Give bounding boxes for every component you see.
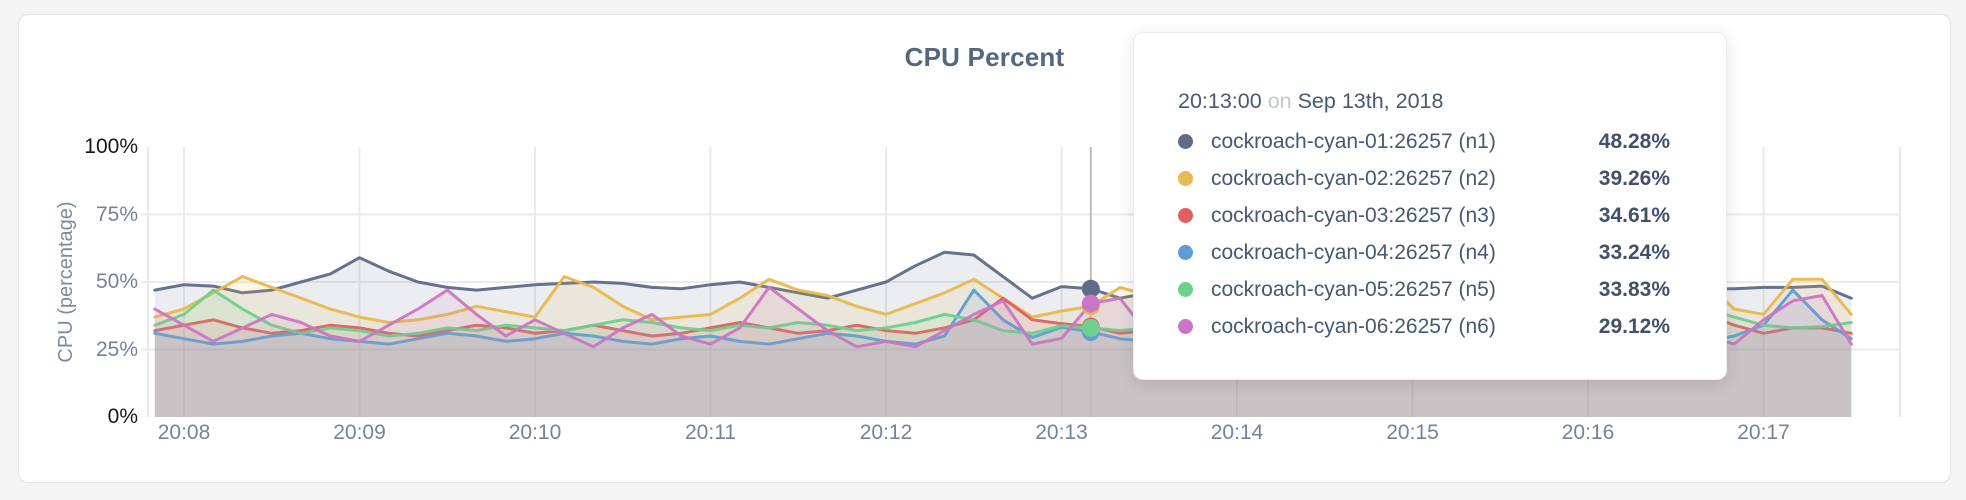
tooltip-series-name: cockroach-cyan-03:26257 (n3) [1211, 203, 1496, 227]
tooltip-row: cockroach-cyan-03:26257 (n3) 34.61% [1178, 197, 1670, 234]
x-tick-label: 20:14 [1210, 421, 1264, 444]
x-tick-label: 20:11 [685, 421, 736, 444]
tooltip-time: 20:13:00 [1178, 89, 1262, 113]
y-tick-label: 25% [95, 337, 138, 361]
chart-title: CPU Percent [904, 42, 1065, 72]
tooltip-series-value: 34.61% [1598, 203, 1670, 227]
x-tick-label: 20:10 [508, 421, 562, 444]
x-tick-label: 20:12 [859, 421, 913, 444]
tooltip-row: cockroach-cyan-01:26257 (n1) 48.28% [1178, 123, 1670, 160]
x-tick-label: 20:17 [1737, 421, 1790, 444]
tooltip-series-name: cockroach-cyan-05:26257 (n5) [1211, 277, 1496, 301]
x-tick-label: 20:15 [1386, 421, 1439, 444]
series-color-dot-icon [1178, 245, 1193, 260]
tooltip-row: cockroach-cyan-02:26257 (n2) 39.26% [1178, 160, 1670, 197]
tooltip-row: cockroach-cyan-06:26257 (n6) 29.12% [1178, 308, 1670, 345]
x-tick-label: 20:08 [157, 421, 211, 444]
tooltip-connector: on [1267, 89, 1292, 113]
tooltip-series-name: cockroach-cyan-06:26257 (n6) [1211, 314, 1496, 338]
tooltip-series-value: 33.83% [1598, 277, 1670, 301]
y-tick-label: 50% [95, 270, 138, 293]
tooltip-date: Sep 13th, 2018 [1297, 89, 1444, 113]
tooltip-series-value: 29.12% [1598, 314, 1670, 338]
tooltip-series-value: 33.24% [1598, 240, 1670, 264]
tooltip-series-name: cockroach-cyan-01:26257 (n1) [1211, 129, 1496, 153]
series-color-dot-icon [1178, 319, 1193, 334]
tooltip-row: cockroach-cyan-05:26257 (n5) 33.83% [1178, 271, 1670, 308]
tooltip-series-name: cockroach-cyan-02:26257 (n2) [1211, 166, 1496, 190]
tooltip-series-value: 48.28% [1598, 129, 1670, 153]
tooltip-rows: cockroach-cyan-01:26257 (n1) 48.28% cockro… [1178, 123, 1670, 345]
tooltip-header: 20:13:00 on Sep 13th, 2018 [1178, 89, 1670, 114]
x-tick-label: 20:16 [1561, 421, 1615, 444]
tooltip-series-name: cockroach-cyan-04:26257 (n4) [1211, 240, 1496, 264]
tooltip-row: cockroach-cyan-04:26257 (n4) 33.24% [1178, 234, 1670, 271]
x-tick-label: 20:09 [333, 421, 386, 444]
tooltip-series-value: 39.26% [1598, 166, 1670, 190]
series-color-dot-icon [1178, 208, 1193, 223]
series-color-dot-icon [1178, 282, 1193, 297]
x-tick-label: 20:13 [1035, 421, 1088, 444]
y-tick-label: 0% [107, 405, 138, 428]
y-tick-label: 100% [84, 135, 138, 158]
chart-tooltip: 20:13:00 on Sep 13th, 2018 cockroach-cya… [1133, 32, 1727, 380]
series-color-dot-icon [1178, 171, 1193, 186]
y-tick-label: 75% [95, 202, 138, 226]
series-color-dot-icon [1178, 134, 1193, 149]
